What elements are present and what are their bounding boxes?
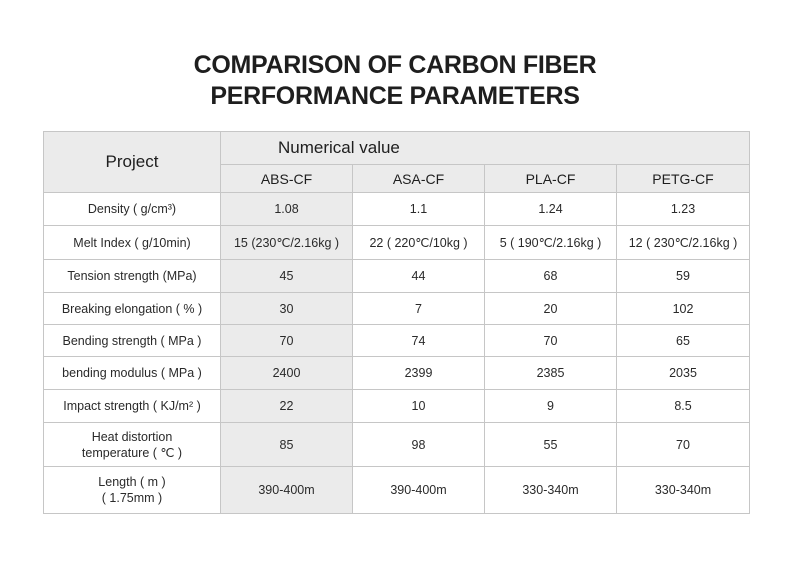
table-cell: 2035 (615, 356, 751, 390)
row-label-line-2: temperature ( ℃ ) (81, 445, 183, 460)
table-cell: 390-400m (352, 466, 485, 514)
table-cell: 44 (352, 259, 485, 293)
table-cell: 45 (220, 259, 353, 293)
table-cell: 70 (484, 324, 617, 357)
row-label-line-2: ( 1.75mm ) (101, 491, 163, 505)
table-cell: 2400 (220, 356, 353, 390)
table-column-header-row: ABS-CF ASA-CF PLA-CF PETG-CF (44, 164, 751, 193)
table-row: Melt Index ( g/10min) 15 (230℃/2.16kg ) … (43, 225, 751, 260)
table-row: Impact strength ( KJ/m² ) 22 10 9 8.5 (43, 389, 751, 423)
table-cell: 65 (615, 324, 751, 357)
table-cell: 20 (484, 292, 617, 325)
comparison-table: Project Numerical value ABS-CF ASA-CF PL… (43, 131, 751, 514)
row-label: Heat distortion temperature ( ℃ ) (43, 422, 221, 467)
table-cell: 330-340m (484, 466, 617, 514)
table-cell: 1.23 (615, 192, 751, 226)
table-cell: 74 (352, 324, 485, 357)
table-cell: 70 (220, 324, 353, 357)
table-cell: 68 (484, 259, 617, 293)
table-cell: 22 (220, 389, 353, 423)
row-label: Density ( g/cm³) (43, 192, 221, 226)
row-label: Length ( m ) ( 1.75mm ) (43, 466, 221, 514)
table-cell: 15 (230℃/2.16kg ) (220, 225, 353, 260)
table-row: Density ( g/cm³) 1.08 1.1 1.24 1.23 (43, 192, 751, 226)
column-header-asa-cf: ASA-CF (352, 164, 485, 193)
table-cell: 330-340m (615, 466, 751, 514)
table-cell: 1.1 (352, 192, 485, 226)
title-line-1: COMPARISON OF CARBON FIBER (193, 51, 597, 79)
table-cell: 10 (352, 389, 485, 423)
table-cell: 1.24 (484, 192, 617, 226)
row-label: bending modulus ( MPa ) (43, 356, 221, 390)
table-cell: 8.5 (615, 389, 751, 423)
table-cell: 12 ( 230℃/2.16kg ) (615, 225, 751, 260)
table-cell: 2399 (352, 356, 485, 390)
table-cell: 5 ( 190℃/2.16kg ) (484, 225, 617, 260)
table-cell: 102 (615, 292, 751, 325)
column-header-abs-cf: ABS-CF (220, 164, 353, 193)
column-header-petg-cf: PETG-CF (615, 164, 751, 193)
table-cell: 85 (220, 422, 353, 467)
row-label: Breaking elongation ( % ) (43, 292, 221, 325)
table-cell: 9 (484, 389, 617, 423)
table-row: Length ( m ) ( 1.75mm ) 390-400m 390-400… (43, 466, 751, 514)
project-header: Project (43, 131, 221, 193)
table-cell: 55 (484, 422, 617, 467)
table-cell: 70 (615, 422, 751, 467)
table-cell: 1.08 (220, 192, 353, 226)
row-label-line-1: Heat distortion (91, 429, 173, 444)
table-cell: 22 ( 220℃/10kg ) (352, 225, 485, 260)
title-line-2: PERFORMANCE PARAMETERS (210, 82, 580, 110)
row-label-line-1: Length ( m ) (98, 475, 166, 489)
table-row: Heat distortion temperature ( ℃ ) 85 98 … (43, 422, 751, 467)
table-header-row: Project Numerical value (43, 131, 751, 193)
row-label: Impact strength ( KJ/m² ) (43, 389, 221, 423)
page-title: COMPARISON OF CARBON FIBER PERFORMANCE P… (0, 50, 790, 112)
row-label: Bending strength ( MPa ) (43, 324, 221, 357)
table-cell: 98 (352, 422, 485, 467)
table-row: bending modulus ( MPa ) 2400 2399 2385 2… (43, 356, 751, 390)
table-cell: 30 (220, 292, 353, 325)
table-cell: 2385 (484, 356, 617, 390)
table-cell: 59 (615, 259, 751, 293)
column-header-pla-cf: PLA-CF (484, 164, 617, 193)
row-label: Tension strength (MPa) (43, 259, 221, 293)
table-row: Bending strength ( MPa ) 70 74 70 65 (43, 324, 751, 357)
table-row: Tension strength (MPa) 45 44 68 59 (43, 259, 751, 293)
row-label: Melt Index ( g/10min) (43, 225, 221, 260)
table-cell: 390-400m (220, 466, 353, 514)
table-row: Breaking elongation ( % ) 30 7 20 102 (43, 292, 751, 325)
numerical-value-header: Numerical value (219, 131, 751, 165)
table-cell: 7 (352, 292, 485, 325)
